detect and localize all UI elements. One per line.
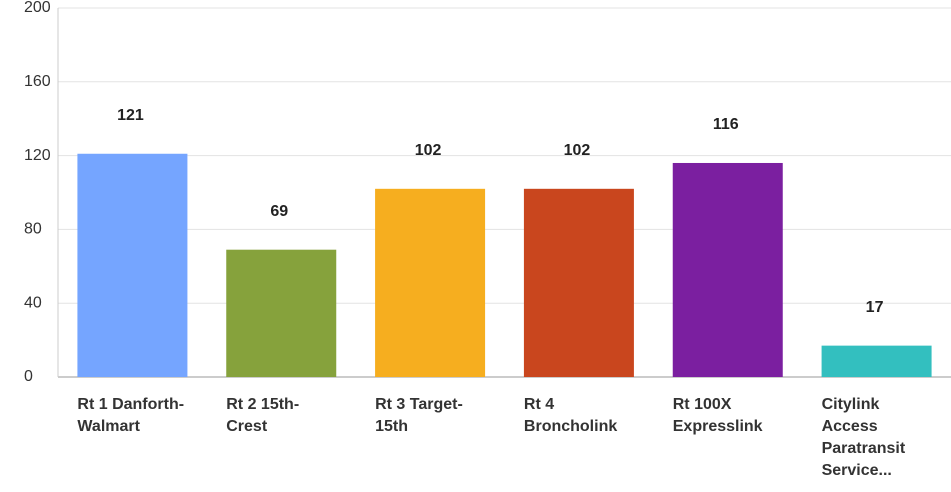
value-label: 121	[117, 107, 144, 124]
x-tick-label: Rt 1 Danforth-Walmart	[77, 396, 185, 435]
value-label: 69	[270, 203, 288, 220]
value-label: 102	[564, 142, 591, 159]
y-tick-label: 0	[24, 368, 33, 385]
bar	[523, 188, 634, 377]
x-tick-label: Rt 100X Expresslink	[672, 396, 763, 435]
x-tick-label: Rt 4 Broncholink	[523, 396, 618, 435]
y-tick-label: 80	[24, 221, 42, 238]
bar	[821, 345, 932, 377]
x-tick-label: Rt 2 15th-Crest	[226, 396, 300, 435]
y-tick-label: 120	[24, 147, 51, 164]
bar	[226, 249, 337, 377]
bar	[375, 188, 486, 377]
bar	[77, 153, 188, 377]
x-tick-label: Rt 3 Target-15th	[375, 396, 463, 435]
y-tick-label: 200	[24, 0, 51, 16]
y-tick-label: 40	[24, 294, 42, 311]
y-tick-label: 160	[24, 73, 51, 90]
value-label: 17	[866, 299, 884, 316]
x-tick-label: Citylink Access Paratransit Service...	[821, 396, 906, 479]
value-label: 102	[415, 142, 442, 159]
bar	[672, 162, 783, 377]
value-label: 116	[713, 116, 739, 133]
